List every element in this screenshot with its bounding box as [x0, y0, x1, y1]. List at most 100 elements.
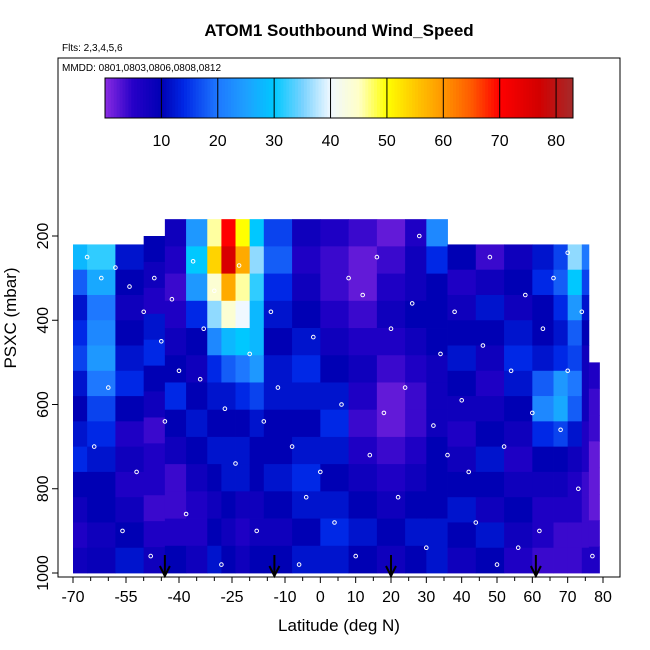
heatmap-cell [292, 518, 321, 547]
heatmap-cell [87, 370, 116, 397]
colorbar-segment [210, 78, 214, 118]
colorbar-tick-label: 10 [152, 133, 170, 150]
heatmap-cell [115, 421, 145, 448]
colorbar-segment [365, 78, 369, 118]
colorbar-segment [406, 78, 410, 118]
colorbar-segment [464, 78, 469, 118]
y-axis-label: PSXC (mbar) [1, 267, 20, 368]
colorbar-segment [181, 78, 185, 118]
sample-point [275, 385, 281, 390]
colorbar-segment [432, 78, 437, 118]
colorbar-segment [359, 78, 363, 118]
x-axis-label: Latitude (deg N) [278, 616, 400, 635]
colorbar-tick-label: 70 [491, 133, 509, 150]
heatmap-cell [532, 522, 554, 549]
heatmap-cell [249, 355, 265, 383]
sample-point [417, 233, 422, 239]
x-tick-label: -40 [167, 589, 190, 606]
heatmap-cell [73, 446, 88, 473]
heatmap-cell [475, 471, 505, 498]
heatmap-cell [348, 518, 378, 547]
sample-point [431, 423, 436, 428]
heatmap-cell [249, 300, 265, 329]
x-tick-label: 70 [559, 589, 577, 606]
colorbar-segment [239, 78, 243, 118]
colorbar-segment [388, 78, 393, 118]
latitude-markers [158, 555, 542, 579]
heatmap-cell [207, 219, 222, 247]
heatmap-cell [87, 497, 116, 523]
heatmap-cell [115, 269, 145, 296]
colorbar-segment [482, 78, 486, 118]
sample-point [402, 385, 408, 390]
colorbar-segment [438, 78, 442, 118]
heatmap-cell [475, 497, 505, 523]
heatmap-cell [186, 436, 208, 465]
heatmap-cell [581, 345, 590, 372]
heatmap-cell [207, 300, 222, 329]
colorbar-segment [230, 78, 235, 118]
heatmap-cell [249, 219, 265, 247]
heatmap-cell [447, 522, 477, 549]
heatmap-cell [115, 522, 145, 549]
heatmap-cell [447, 471, 477, 498]
heatmap-cell [475, 294, 505, 321]
colorbar-segment [274, 78, 279, 118]
sample-point [159, 339, 164, 344]
heatmap-cell [320, 409, 349, 438]
heatmap-cell [263, 355, 293, 383]
heatmap-cell [348, 409, 378, 438]
heatmap-cell [235, 491, 251, 519]
colorbar-tick-label: 60 [434, 133, 452, 150]
heatmap-cell [447, 345, 477, 372]
marker-head [158, 565, 171, 579]
sample-point [551, 275, 556, 281]
heatmap-cell [115, 396, 145, 422]
heatmap-cell [320, 355, 349, 383]
sample-point [523, 292, 528, 298]
heatmap-cell [186, 246, 208, 274]
sample-point [197, 376, 203, 382]
heatmap-cell [320, 491, 349, 519]
heatmap-cell [553, 446, 569, 473]
sample-point [176, 368, 182, 374]
colorbar-segment [499, 78, 504, 118]
heatmap-cell [475, 522, 505, 549]
heatmap-cell [588, 388, 600, 416]
heatmap-cell [532, 345, 554, 372]
heatmap-cell [164, 409, 187, 438]
colorbar-segment [309, 78, 314, 118]
heatmap-cell [235, 518, 251, 547]
colorbar-segment [107, 78, 112, 118]
x-tick-label: 0 [316, 589, 325, 606]
heatmap-cell [504, 522, 533, 549]
heatmap-cell [143, 495, 166, 522]
x-tick-label: 40 [453, 589, 471, 606]
latitude-marker [529, 555, 542, 579]
heatmap-cell [376, 491, 406, 519]
heatmap-cell [553, 294, 569, 321]
heatmap-cell [87, 244, 116, 271]
colorbar-segment [491, 78, 495, 118]
heatmap-cell [475, 244, 505, 271]
heatmap-cell [504, 269, 533, 296]
sample-point [590, 553, 595, 559]
colorbar-segment [546, 78, 551, 118]
heatmap-cell [207, 409, 222, 438]
heatmap-cell [73, 497, 88, 523]
colorbar-segment [157, 78, 162, 118]
heatmap-cell [292, 409, 321, 438]
heatmap-cell [532, 547, 554, 574]
heatmap-cell [320, 246, 349, 274]
heatmap-cell [221, 545, 236, 574]
x-tick-label: 20 [382, 589, 400, 606]
heatmap-cell [504, 421, 533, 448]
heatmap-cell [532, 396, 554, 422]
heatmap-cell [263, 464, 293, 492]
colorbar-segment [458, 78, 463, 118]
heatmap-cell [504, 294, 533, 321]
colorbar-segment [453, 78, 457, 118]
heatmap-cell [376, 328, 406, 356]
heatmap-cell [73, 244, 88, 271]
